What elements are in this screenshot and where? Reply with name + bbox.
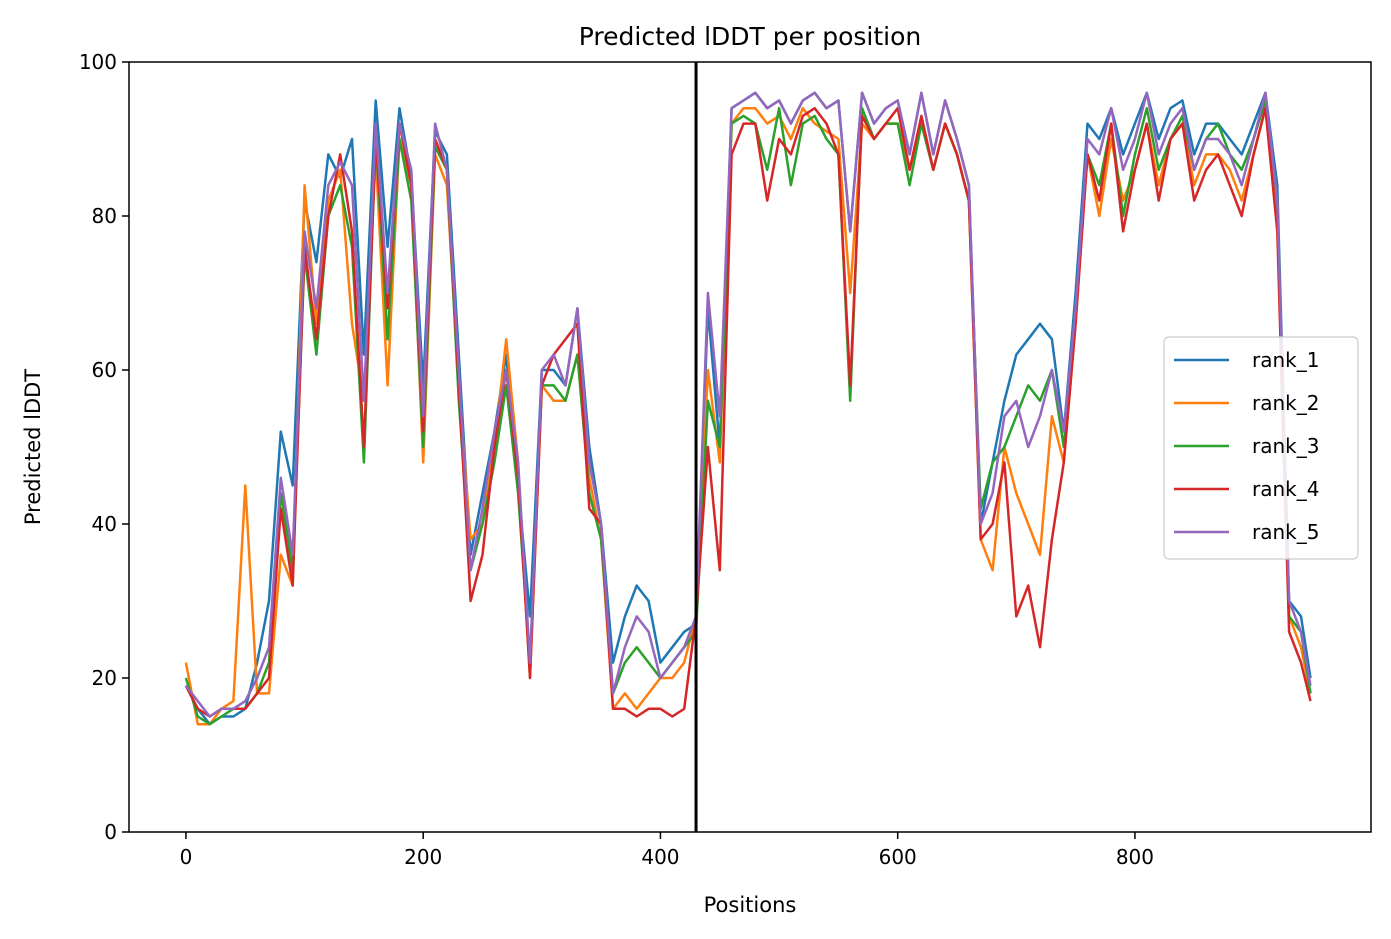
x-tick-label: 800	[1116, 845, 1154, 869]
x-tick-label: 0	[180, 845, 193, 869]
legend-label-rank_2: rank_2	[1252, 391, 1319, 415]
y-tick-label: 60	[92, 358, 117, 382]
y-tick-label: 40	[92, 512, 117, 536]
series-line-rank_5	[184, 91, 1312, 718]
y-tick-label: 0	[104, 820, 117, 844]
y-axis: 0 20 40 60 80 100	[79, 50, 129, 844]
legend-label-rank_1: rank_1	[1252, 348, 1319, 372]
x-tick-label: 400	[641, 845, 679, 869]
legend-label-rank_5: rank_5	[1252, 520, 1319, 544]
legend-label-rank_3: rank_3	[1252, 434, 1319, 458]
y-axis-title: Predicted lDDT	[21, 369, 45, 525]
legend-label-rank_4: rank_4	[1252, 477, 1319, 501]
legend-box	[1163, 336, 1359, 560]
x-tick-label: 200	[404, 845, 442, 869]
x-tick-label: 600	[879, 845, 917, 869]
x-axis: 0 200 400 600 800	[180, 832, 1154, 869]
plot-frame	[128, 61, 1372, 833]
y-tick-label: 100	[79, 50, 117, 74]
legend: rank_1 rank_2 rank_3 rank_4 rank_5	[1163, 336, 1359, 560]
x-axis-title: Positions	[704, 893, 797, 917]
y-tick-label: 20	[92, 666, 117, 690]
chart-title: Predicted lDDT per position	[579, 22, 921, 51]
y-tick-label: 80	[92, 204, 117, 228]
series-layer	[184, 91, 1312, 726]
